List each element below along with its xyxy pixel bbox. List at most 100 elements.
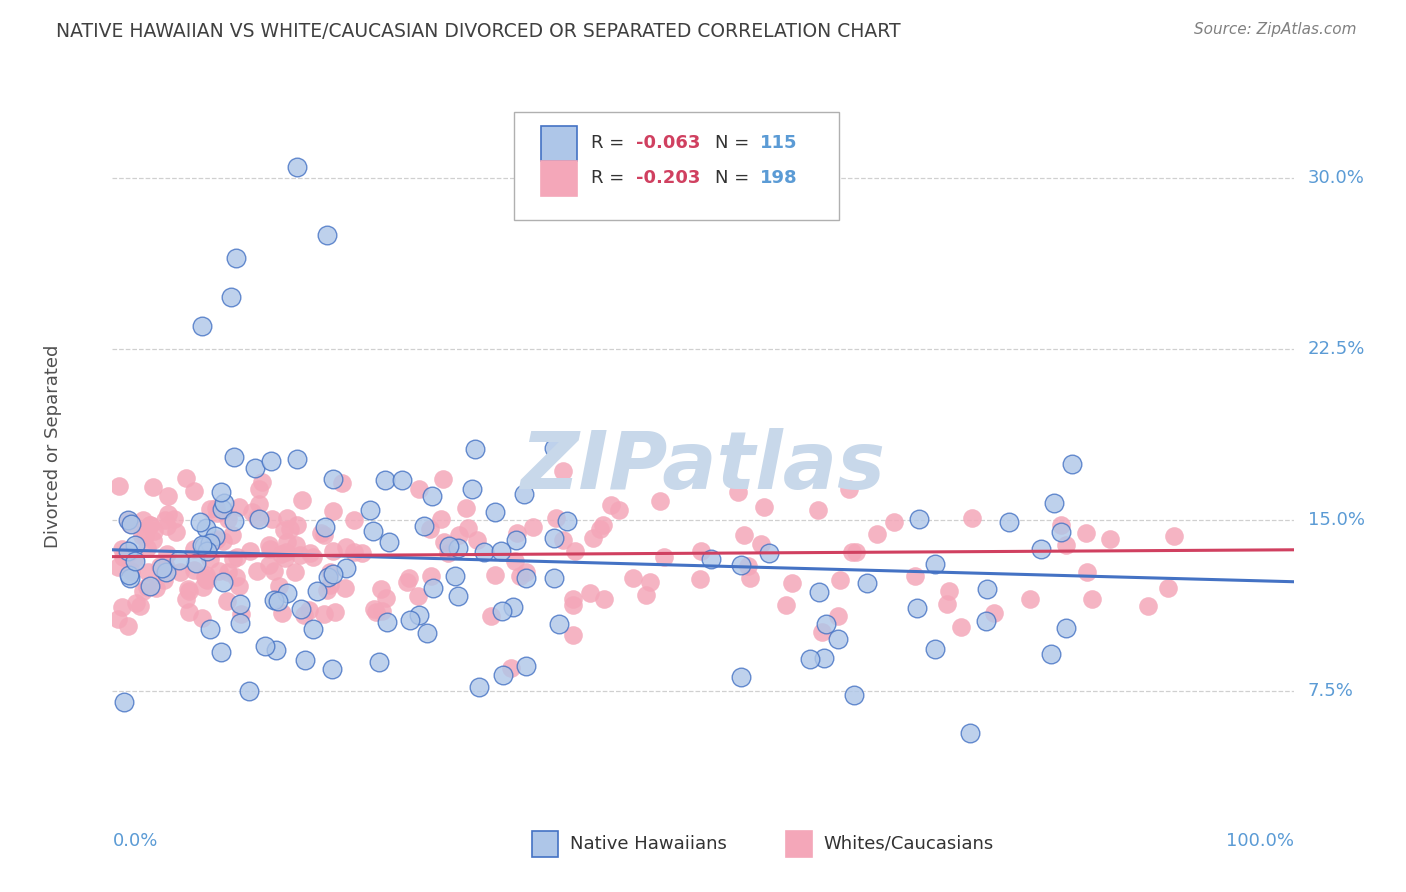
Point	[195, 544, 218, 558]
Text: ZIPatlas: ZIPatlas	[520, 428, 886, 506]
Point	[245, 461, 267, 475]
Point	[263, 564, 285, 578]
Point	[589, 522, 612, 536]
Point	[276, 586, 298, 600]
Point	[302, 622, 325, 636]
Point	[204, 528, 226, 542]
Point	[319, 578, 342, 592]
Point	[271, 606, 294, 620]
Point	[155, 565, 177, 579]
Point	[335, 540, 357, 554]
Point	[752, 500, 775, 514]
Text: 30.0%: 30.0%	[1308, 169, 1365, 187]
Point	[1076, 566, 1098, 580]
Point	[343, 545, 366, 559]
Point	[457, 521, 479, 535]
Point	[108, 479, 131, 493]
Point	[1056, 538, 1078, 552]
FancyBboxPatch shape	[531, 830, 558, 857]
Point	[262, 512, 284, 526]
Point	[222, 552, 245, 566]
Point	[1031, 541, 1053, 556]
Point	[129, 599, 152, 613]
Point	[634, 588, 657, 602]
Point	[305, 583, 328, 598]
Point	[815, 617, 838, 632]
Point	[259, 542, 281, 557]
Point	[120, 564, 142, 578]
Point	[561, 628, 583, 642]
Point	[165, 524, 187, 539]
Point	[217, 594, 239, 608]
Point	[183, 563, 205, 577]
Point	[938, 583, 960, 598]
Point	[856, 575, 879, 590]
Point	[183, 541, 205, 556]
Point	[118, 546, 141, 560]
Point	[177, 582, 200, 597]
Point	[312, 528, 335, 542]
Point	[737, 559, 759, 574]
Point	[406, 589, 429, 603]
Text: 15.0%: 15.0%	[1308, 511, 1365, 529]
Point	[287, 518, 309, 533]
Point	[117, 513, 139, 527]
Point	[229, 616, 252, 631]
Point	[198, 536, 221, 550]
Point	[437, 546, 460, 560]
Point	[225, 570, 247, 584]
Point	[112, 695, 135, 709]
Point	[124, 538, 146, 552]
Point	[247, 512, 270, 526]
Point	[195, 573, 218, 587]
Point	[209, 484, 232, 499]
Point	[156, 507, 179, 521]
Point	[111, 600, 134, 615]
Point	[807, 585, 830, 599]
Point	[415, 626, 437, 640]
Point	[543, 571, 565, 585]
Point	[316, 570, 339, 584]
Point	[302, 550, 325, 565]
Point	[225, 251, 247, 265]
Point	[502, 599, 524, 614]
Point	[420, 489, 443, 503]
Point	[830, 573, 852, 587]
Point	[188, 515, 211, 529]
Point	[1054, 621, 1077, 635]
Point	[155, 560, 177, 574]
Point	[489, 543, 512, 558]
Point	[581, 531, 603, 545]
Point	[194, 521, 217, 535]
Point	[484, 505, 506, 519]
Point	[120, 516, 142, 531]
Point	[228, 579, 250, 593]
Text: Native Hawaiians: Native Hawaiians	[569, 835, 727, 853]
Point	[142, 533, 165, 547]
Point	[153, 573, 176, 587]
Point	[557, 514, 579, 528]
Point	[368, 656, 391, 670]
Point	[135, 541, 157, 555]
Point	[292, 608, 315, 623]
Point	[374, 473, 396, 487]
Point	[976, 582, 998, 596]
Point	[212, 575, 235, 590]
Point	[239, 543, 262, 558]
Point	[419, 522, 441, 536]
Point	[298, 546, 321, 560]
Point	[314, 520, 336, 534]
Point	[845, 545, 868, 559]
FancyBboxPatch shape	[786, 830, 811, 857]
Point	[408, 482, 430, 496]
Text: N =: N =	[714, 169, 755, 187]
Point	[330, 476, 353, 491]
Point	[375, 615, 398, 629]
Point	[396, 574, 419, 589]
Point	[866, 527, 889, 541]
Point	[689, 544, 711, 558]
Text: 198: 198	[759, 169, 797, 187]
Point	[484, 568, 506, 582]
Point	[522, 520, 544, 534]
Point	[134, 529, 156, 543]
